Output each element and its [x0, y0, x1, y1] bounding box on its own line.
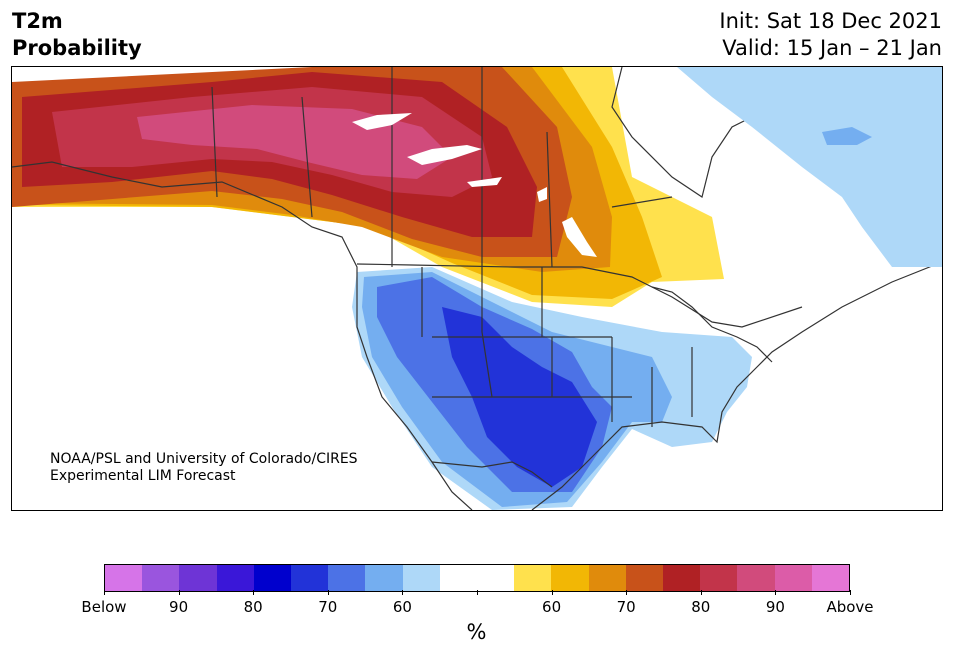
us-mexico-border	[431, 461, 553, 488]
great-lakes-outline	[651, 286, 773, 363]
colorbar-tick-label: 90	[169, 598, 189, 616]
colorbar-tick-mark	[178, 590, 180, 595]
colorbar-tick-mark	[626, 590, 628, 595]
colorbar-segment	[811, 565, 850, 591]
probability-colorbar	[104, 564, 850, 592]
canada-province-lines	[211, 67, 673, 268]
colorbar-tick-mark	[850, 590, 851, 595]
credit-line-1: NOAA/PSL and University of Colorado/CIRE…	[50, 451, 358, 467]
colorbar-tick-label: 60	[392, 598, 412, 616]
colorbar-segment	[477, 565, 515, 591]
colorbar-tick-label: 90	[765, 598, 785, 616]
colorbar-tick-mark	[402, 590, 404, 595]
colorbar-tick-label: 80	[243, 598, 263, 616]
colorbar-segment	[700, 565, 738, 591]
colorbar-segment	[402, 565, 440, 591]
colorbar-tick-mark	[551, 590, 553, 595]
colorbar-segment	[514, 565, 552, 591]
lakes	[352, 113, 597, 257]
init-date: Init: Sat 18 Dec 2021	[719, 9, 942, 33]
us-canada-border	[356, 263, 803, 328]
colorbar-segment	[179, 565, 217, 591]
colorbar-tick-label: 80	[691, 598, 711, 616]
colorbar-segment	[328, 565, 366, 591]
colorbar-tick-label: 60	[542, 598, 562, 616]
colorbar-tick-mark	[253, 590, 255, 595]
title-line-2: Probability	[12, 36, 142, 60]
colorbar-segment	[588, 565, 626, 591]
colorbar-segment	[551, 565, 589, 591]
colorbar-segment	[625, 565, 664, 591]
colorbar-segment	[216, 565, 254, 591]
colorbar-tick-label: 70	[616, 598, 636, 616]
colorbar-ticks: Below 90 80 70 60 60 70 80 90 Above	[81, 590, 874, 620]
colorbar-tick-mark	[477, 590, 478, 595]
colorbar-tick-label: Above	[826, 598, 874, 616]
colorbar-tick-label: Below	[81, 598, 127, 616]
colorbar-tick-mark	[775, 590, 777, 595]
probability-map: NOAA/PSL and University of Colorado/CIRE…	[11, 66, 943, 511]
valid-date: Valid: 15 Jan – 21 Jan	[722, 36, 942, 60]
colorbar-segment	[663, 565, 701, 591]
us-state-lines	[421, 267, 693, 427]
colorbar-tick-label: 70	[318, 598, 338, 616]
colorbar-segment	[774, 565, 812, 591]
colorbar-segment	[439, 565, 478, 591]
colorbar-segment	[291, 565, 329, 591]
colorbar-segment	[365, 565, 403, 591]
colorbar-segment	[253, 565, 292, 591]
colorbar-segment	[737, 565, 775, 591]
colorbar-unit-label: %	[466, 620, 487, 644]
colorbar-tick-mark	[700, 590, 702, 595]
map-title: T2m Probability	[12, 8, 142, 62]
credit-line-2: Experimental LIM Forecast	[50, 468, 236, 484]
pacific-coastline	[12, 161, 473, 510]
forecast-dates: Init: Sat 18 Dec 2021 Valid: 15 Jan – 21…	[719, 8, 942, 62]
title-line-1: T2m	[12, 9, 63, 33]
colorbar-tick-mark	[327, 590, 329, 595]
colorbar-segment	[105, 565, 143, 591]
colorbar-segment	[142, 565, 180, 591]
credit-text: NOAA/PSL and University of Colorado/CIRE…	[50, 451, 358, 485]
eastern-canada-below-60-region	[677, 67, 942, 267]
map-canvas	[12, 67, 942, 510]
colorbar-tick-mark	[104, 590, 105, 595]
eastern-canada-below-70-region	[822, 127, 872, 145]
gulf-and-atlantic-coastline	[531, 261, 942, 510]
